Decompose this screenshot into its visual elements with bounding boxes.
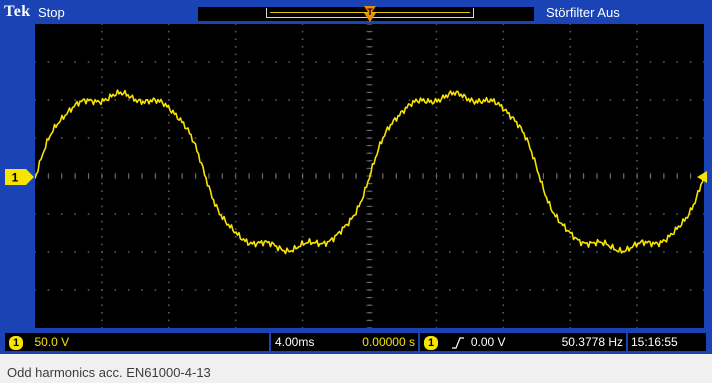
bottom-status-bar: 1 50.0 V 4.00ms 0.00000 s 1 0.00 V 50.37… [0,330,712,354]
horizontal-field[interactable]: 4.00ms 0.00000 s [271,333,418,351]
oscilloscope-display: Tek Stop T Störfilter Aus 1 1 50.0 V [0,0,712,354]
brand-logo: Tek [4,3,31,20]
time-per-div: 4.00ms [275,335,315,349]
vertical-scale-field[interactable]: 1 50.0 V [5,333,269,351]
trigger-level: 0.00 V [470,335,506,349]
vertical-scale: 50.0 V [34,335,70,349]
channel-marker-label: 1 [12,171,19,185]
clock-time: 15:16:55 [631,335,678,349]
figure-caption: Odd harmonics acc. EN61000-4-13 [7,365,211,380]
waveform-screen[interactable] [34,23,705,329]
clock-field: 15:16:55 [628,333,706,351]
rising-edge-icon [452,337,465,349]
trigger-position-label: T [367,7,373,17]
frequency-readout: 50.3778 Hz [561,335,623,349]
channel-1-ground-marker[interactable]: 1 [4,168,36,186]
top-status-bar: Tek Stop T Störfilter Aus [0,0,712,23]
trigger-level-marker[interactable] [696,170,708,184]
run-state: Stop [38,5,65,20]
trigger-channel-badge: 1 [424,335,439,350]
noise-filter-status: Störfilter Aus [546,5,620,20]
trigger-field[interactable]: 1 0.00 V 50.3778 Hz [420,333,626,351]
waveform-graticule [34,23,705,329]
horizontal-delay: 0.00000 s [362,335,415,349]
channel-1-waveform [34,89,705,255]
trigger-position-marker: T [364,6,376,22]
channel-badge: 1 [9,335,24,350]
